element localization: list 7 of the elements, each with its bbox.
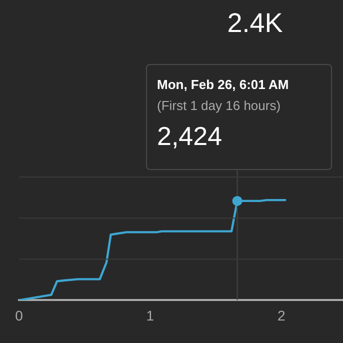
text: (First 1 day 16 hours) — [157, 98, 282, 113]
annotation: 2,424 — [157, 121, 224, 152]
chart-title: 2.4K — [226, 8, 284, 39]
x-tick-label: 0 — [15, 307, 24, 324]
x-tick-label: 2 — [277, 307, 286, 324]
x-tick-label: 1 — [146, 307, 154, 324]
text: Mon, Feb 26, 6:01 AM — [157, 77, 290, 92]
